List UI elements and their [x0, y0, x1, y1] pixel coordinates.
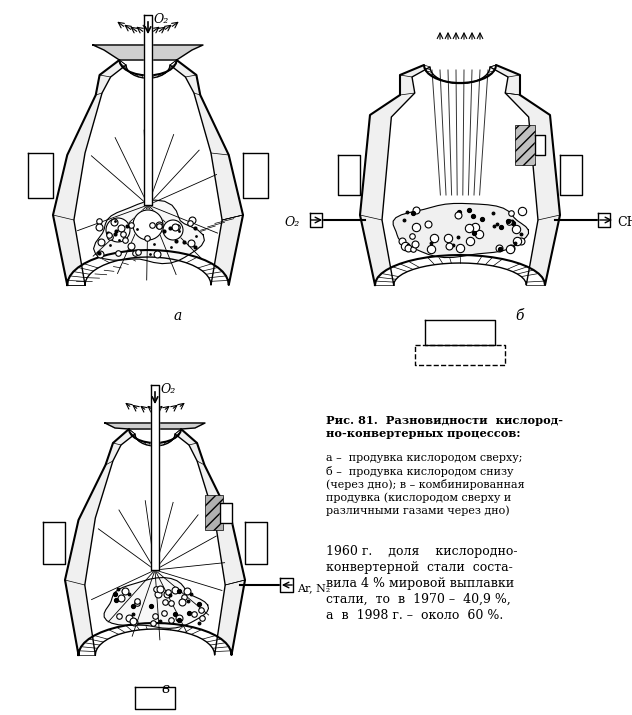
Polygon shape [74, 65, 222, 285]
Polygon shape [65, 429, 245, 655]
Text: (через дно); в – комбинированная: (через дно); в – комбинированная [326, 479, 525, 490]
Text: O₂: O₂ [161, 383, 176, 396]
Text: конвертерной  стали  соста-: конвертерной стали соста- [326, 561, 513, 574]
Polygon shape [53, 60, 243, 285]
Polygon shape [515, 125, 535, 165]
Polygon shape [104, 578, 209, 628]
Polygon shape [105, 423, 205, 429]
Polygon shape [43, 522, 65, 564]
Circle shape [133, 210, 163, 240]
Polygon shape [220, 503, 231, 523]
Polygon shape [205, 495, 222, 530]
Text: продувка (кислородом сверху и: продувка (кислородом сверху и [326, 492, 511, 503]
Text: Рис. 81.  Разновидности  кислород-
но-конвертерных процессов:: Рис. 81. Разновидности кислород- но-конв… [326, 415, 563, 439]
Polygon shape [151, 385, 159, 570]
Text: 1960 г.    доля    кислородно-: 1960 г. доля кислородно- [326, 545, 518, 558]
Polygon shape [425, 320, 495, 345]
Polygon shape [53, 60, 243, 285]
Text: O₂: O₂ [154, 13, 169, 26]
Circle shape [106, 218, 130, 242]
Text: различными газами через дно): различными газами через дно) [326, 505, 509, 516]
Polygon shape [28, 152, 53, 197]
Polygon shape [360, 65, 560, 285]
Polygon shape [338, 155, 360, 195]
Polygon shape [94, 200, 204, 264]
Polygon shape [93, 45, 203, 60]
Circle shape [163, 220, 183, 240]
Polygon shape [245, 522, 267, 564]
Text: а  в  1998 г. –  около  60 %.: а в 1998 г. – около 60 %. [326, 609, 503, 622]
Text: б: б [516, 309, 525, 323]
Polygon shape [85, 434, 225, 655]
Polygon shape [393, 204, 528, 257]
Text: Ar, N₂: Ar, N₂ [297, 583, 331, 593]
Polygon shape [135, 687, 175, 709]
Text: в: в [161, 682, 169, 696]
Polygon shape [280, 578, 293, 592]
Polygon shape [144, 15, 152, 205]
Text: CH₄: CH₄ [617, 217, 632, 230]
Polygon shape [243, 152, 268, 197]
Polygon shape [560, 155, 582, 195]
Text: вила 4 % мировой выплавки: вила 4 % мировой выплавки [326, 577, 514, 590]
Text: б –  продувка кислородом снизу: б – продувка кислородом снизу [326, 466, 513, 477]
Polygon shape [310, 213, 322, 227]
Text: а –  продувка кислородом сверху;: а – продувка кислородом сверху; [326, 453, 523, 463]
Text: а: а [174, 309, 182, 323]
Polygon shape [382, 67, 538, 285]
Text: O₂: O₂ [285, 217, 300, 230]
Text: стали,  то  в  1970 –  40,9 %,: стали, то в 1970 – 40,9 %, [326, 593, 511, 606]
Polygon shape [535, 135, 545, 155]
Polygon shape [598, 213, 610, 227]
